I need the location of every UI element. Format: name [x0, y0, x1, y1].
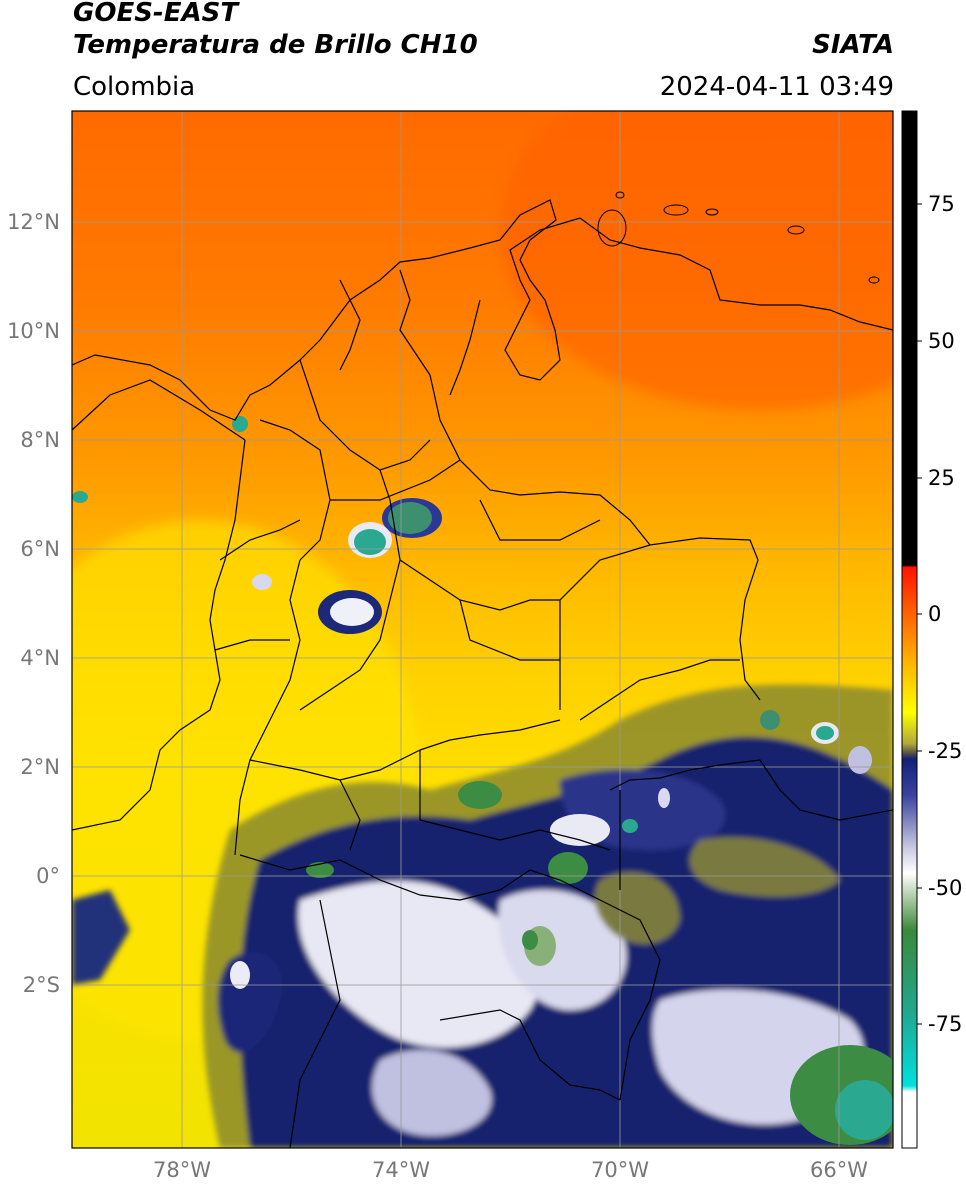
lat-label-2n: 2°N — [20, 755, 60, 779]
colorbar-ticks — [917, 203, 922, 1025]
agency-label: SIATA — [812, 30, 894, 60]
colorbar-label-0: 0 — [928, 602, 942, 626]
map-imagery — [72, 111, 893, 1148]
satellite-title: GOES-EAST — [73, 0, 239, 28]
lat-label-8n: 8°N — [20, 428, 60, 452]
colorbar-label-50: 50 — [928, 329, 955, 353]
lon-label-70w: 70°W — [591, 1158, 649, 1182]
islands — [597, 191, 880, 284]
datetime-label: 2024-04-11 03:49 — [659, 72, 894, 102]
product-title: Temperatura de Brillo CH10 — [73, 30, 478, 60]
colorbar-label-75: 75 — [928, 192, 955, 216]
region-label: Colombia — [73, 72, 196, 102]
colorbar — [901, 110, 918, 1149]
map-frame — [71, 110, 894, 1149]
convective-cells — [72, 416, 893, 1145]
lon-label-74w: 74°W — [372, 1158, 430, 1182]
borders — [72, 199, 893, 1148]
graticule — [72, 111, 893, 1148]
colorbar-label-minus25: -25 — [928, 739, 963, 763]
lat-label-10n: 10°N — [7, 319, 60, 343]
colorbar-label-minus75: -75 — [928, 1012, 963, 1036]
lat-label-0: 0° — [36, 864, 60, 888]
colorbar-label-minus50: -50 — [928, 876, 963, 900]
lat-label-4n: 4°N — [20, 646, 60, 670]
colorbar-label-25: 25 — [928, 466, 955, 490]
lat-label-2s: 2°S — [22, 973, 60, 997]
lon-label-78w: 78°W — [153, 1158, 211, 1182]
lat-label-6n: 6°N — [20, 537, 60, 561]
lon-label-66w: 66°W — [810, 1158, 868, 1182]
lat-label-12n: 12°N — [7, 210, 60, 234]
